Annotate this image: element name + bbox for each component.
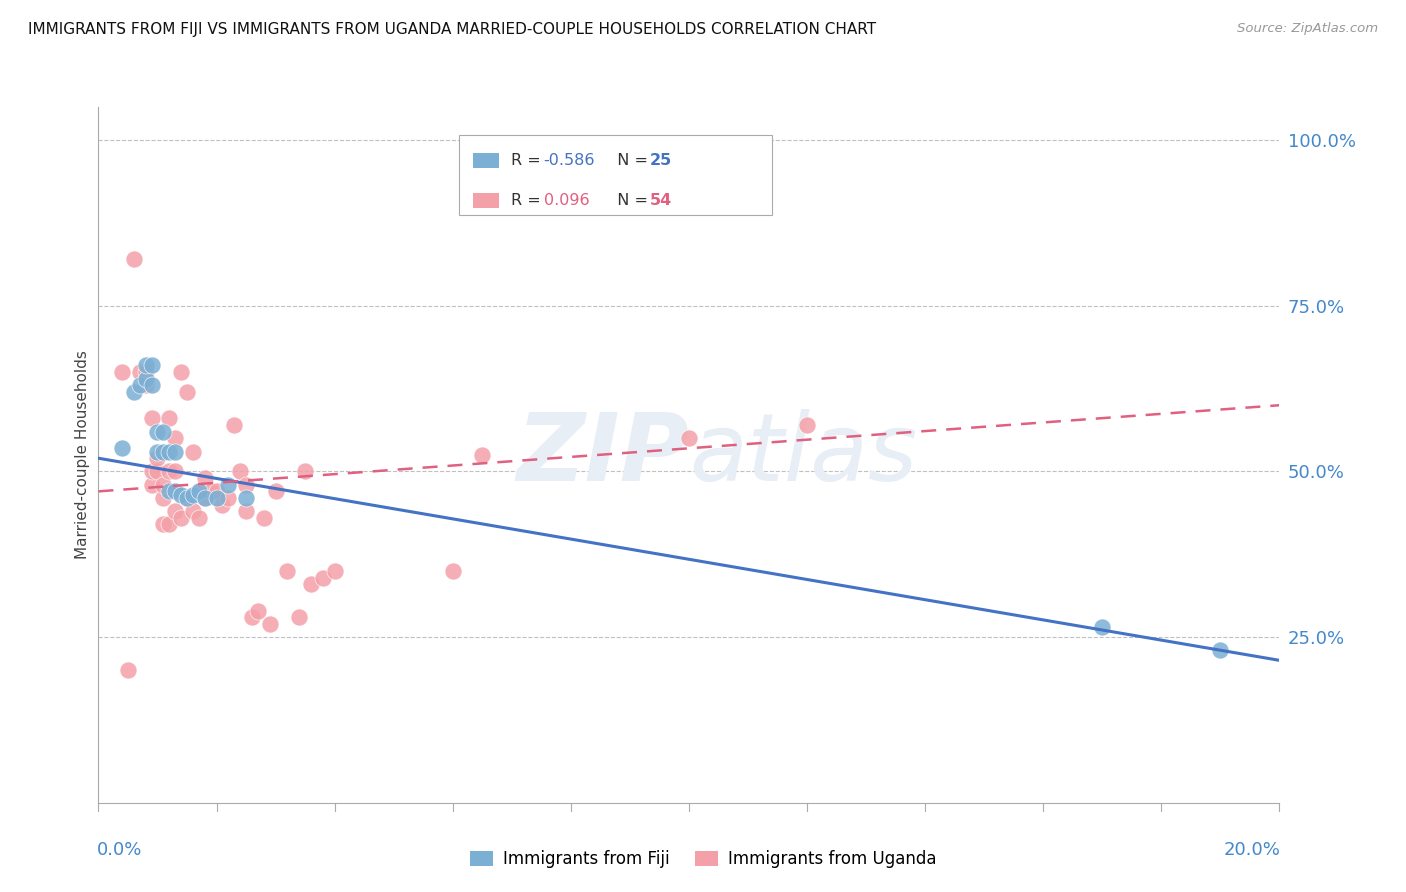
Point	[246, 604, 269, 618]
Point	[276, 564, 298, 578]
Point	[187, 511, 209, 525]
Text: -0.586: -0.586	[544, 153, 595, 168]
Point	[165, 484, 187, 499]
Text: R =: R =	[510, 193, 546, 208]
Point	[235, 477, 257, 491]
Point	[235, 504, 257, 518]
Text: atlas: atlas	[689, 409, 917, 500]
Point	[229, 465, 252, 479]
Text: N =: N =	[607, 193, 654, 208]
Point	[678, 431, 700, 445]
Point	[146, 451, 169, 466]
Point	[111, 365, 134, 379]
Text: 0.096: 0.096	[544, 193, 589, 208]
Point	[471, 448, 494, 462]
Point	[170, 488, 193, 502]
Point	[128, 378, 150, 392]
Point	[122, 384, 145, 399]
Legend: Immigrants from Fiji, Immigrants from Uganda: Immigrants from Fiji, Immigrants from Ug…	[463, 844, 943, 875]
Point	[141, 477, 163, 491]
Point	[141, 359, 163, 373]
Point	[240, 610, 263, 624]
Point	[235, 491, 257, 505]
Point	[152, 444, 174, 458]
Point	[253, 511, 276, 525]
Point	[205, 491, 228, 505]
Point	[200, 484, 222, 499]
Point	[217, 477, 239, 491]
Point	[141, 411, 163, 425]
Point	[165, 431, 187, 445]
Text: N =: N =	[607, 153, 654, 168]
Text: 25: 25	[650, 153, 672, 168]
Point	[288, 610, 311, 624]
Y-axis label: Married-couple Households: Married-couple Households	[75, 351, 90, 559]
Point	[194, 471, 217, 485]
Point	[181, 504, 204, 518]
Point	[146, 444, 169, 458]
Point	[135, 359, 157, 373]
Text: 0.0%: 0.0%	[97, 841, 142, 859]
FancyBboxPatch shape	[458, 135, 772, 215]
Point	[135, 378, 157, 392]
Point	[299, 577, 322, 591]
Point	[122, 252, 145, 267]
Text: IMMIGRANTS FROM FIJI VS IMMIGRANTS FROM UGANDA MARRIED-COUPLE HOUSEHOLDS CORRELA: IMMIGRANTS FROM FIJI VS IMMIGRANTS FROM …	[28, 22, 876, 37]
Point	[194, 491, 217, 505]
Point	[157, 444, 180, 458]
Point	[146, 425, 169, 439]
Point	[135, 372, 157, 386]
Point	[194, 491, 217, 505]
Text: ZIP: ZIP	[516, 409, 689, 501]
Point	[1091, 620, 1114, 634]
Point	[187, 484, 209, 499]
Point	[157, 517, 180, 532]
Point	[157, 484, 180, 499]
Text: Source: ZipAtlas.com: Source: ZipAtlas.com	[1237, 22, 1378, 36]
Point	[141, 378, 163, 392]
Point	[181, 488, 204, 502]
Point	[165, 504, 187, 518]
Point	[211, 498, 233, 512]
Point	[205, 484, 228, 499]
Point	[152, 477, 174, 491]
FancyBboxPatch shape	[472, 193, 499, 208]
Point	[165, 465, 187, 479]
Point	[128, 365, 150, 379]
Point	[170, 365, 193, 379]
Point	[176, 384, 198, 399]
Point	[152, 491, 174, 505]
Point	[259, 616, 281, 631]
Text: 54: 54	[650, 193, 672, 208]
Point	[170, 511, 193, 525]
Point	[152, 425, 174, 439]
Text: R =: R =	[510, 153, 546, 168]
Point	[152, 517, 174, 532]
Point	[117, 663, 139, 677]
Point	[176, 491, 198, 505]
Point	[146, 465, 169, 479]
Point	[323, 564, 346, 578]
Point	[312, 570, 335, 584]
Point	[441, 564, 464, 578]
FancyBboxPatch shape	[472, 153, 499, 168]
Point	[111, 442, 134, 456]
Point	[1209, 643, 1232, 657]
Point	[157, 411, 180, 425]
Point	[264, 484, 287, 499]
Point	[181, 444, 204, 458]
Point	[796, 418, 818, 433]
Point	[141, 465, 163, 479]
Point	[187, 484, 209, 499]
Point	[165, 444, 187, 458]
Point	[157, 465, 180, 479]
Text: 20.0%: 20.0%	[1223, 841, 1281, 859]
Point	[176, 491, 198, 505]
Point	[294, 465, 316, 479]
Point	[224, 418, 246, 433]
Point	[135, 365, 157, 379]
Point	[217, 491, 239, 505]
